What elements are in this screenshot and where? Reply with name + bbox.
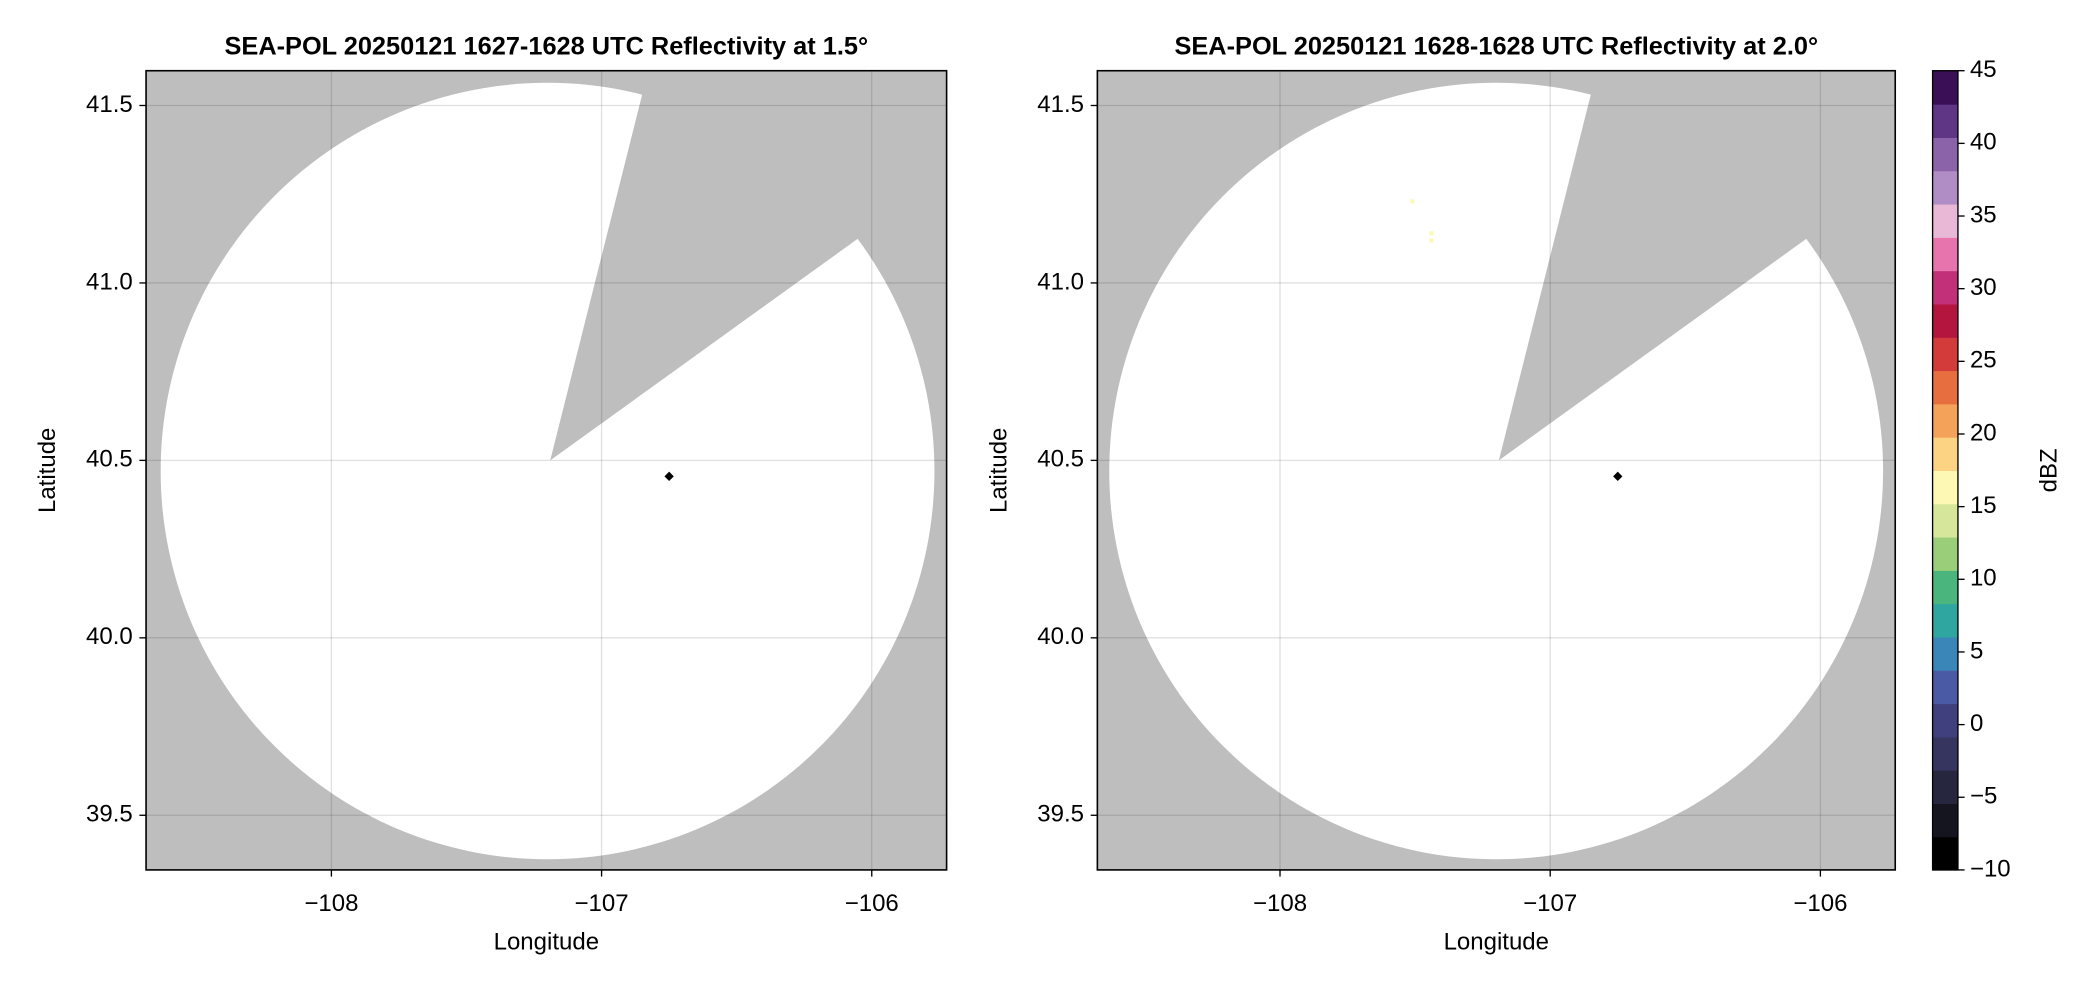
colorbar-tick-label: 35	[1970, 201, 1997, 228]
x-tick-label: −106	[845, 890, 899, 917]
axes-frame	[1096, 69, 1897, 871]
blank-sector	[1498, 70, 1896, 461]
x-axis-label: Longitude	[494, 929, 599, 956]
y-tick-label: 41.5	[1037, 91, 1084, 118]
colorbar-label: dBZ	[2035, 448, 2062, 492]
y-tick-label: 41.0	[86, 268, 133, 295]
colorbar-segment	[1932, 670, 1958, 705]
colorbar-segment	[1932, 370, 1958, 405]
colorbar-segment	[1932, 403, 1958, 438]
x-axis-label: Longitude	[1444, 929, 1549, 956]
colorbar-segment	[1932, 703, 1958, 738]
colorbar-segment	[1932, 570, 1958, 605]
colorbar-segment	[1932, 603, 1958, 638]
colorbar-tick-label: 30	[1970, 274, 1997, 301]
colorbar-segment	[1932, 170, 1958, 205]
echo	[1429, 238, 1434, 243]
y-tick-label: 39.5	[1037, 801, 1084, 828]
colorbar-segment	[1932, 770, 1958, 804]
echo	[1429, 231, 1434, 236]
colorbar-tick-label: −10	[1970, 855, 2011, 882]
colorbar-segment	[1932, 137, 1958, 172]
y-axis-label: Latitude	[985, 428, 1012, 513]
colorbar-segment	[1932, 636, 1958, 671]
plot-area	[146, 70, 947, 870]
colorbar-tick-label: 40	[1970, 129, 1997, 156]
colorbar-segment	[1932, 104, 1958, 138]
y-tick-label: 39.5	[86, 801, 133, 828]
y-tick-label: 40.0	[1037, 623, 1084, 650]
y-tick-label: 41.0	[1037, 268, 1084, 295]
chart-title: SEA-POL 20250121 1627-1628 UTC Reflectiv…	[225, 33, 869, 61]
blank-sector	[550, 70, 947, 461]
colorbar-tick-label: 20	[1970, 419, 1997, 446]
colorbar-segment	[1932, 337, 1958, 372]
colorbar-tick-label: 25	[1970, 347, 1997, 374]
colorbar-tick-label: 45	[1970, 56, 1997, 83]
colorbar-tick-label: 15	[1970, 492, 1997, 519]
x-tick-label: −108	[304, 890, 358, 917]
x-tick-label: −108	[1253, 890, 1307, 917]
colorbar-segment	[1932, 237, 1958, 272]
colorbar-segment	[1932, 70, 1958, 105]
y-tick-label: 40.5	[86, 446, 133, 473]
colorbar-segment	[1932, 203, 1958, 238]
y-tick-label: 40.0	[86, 623, 133, 650]
colorbar-tick-label: −5	[1970, 783, 1997, 810]
colorbar-segment	[1932, 303, 1958, 338]
colorbar-tick-label: 5	[1970, 637, 1983, 664]
colorbar-segment	[1932, 536, 1958, 571]
radar-site	[664, 471, 674, 482]
x-tick-label: −107	[575, 890, 629, 917]
colorbar-segment	[1932, 736, 1958, 771]
x-tick-label: −107	[1523, 890, 1577, 917]
colorbar-tick-label: 10	[1970, 565, 1997, 592]
colorbar-segment	[1932, 270, 1958, 305]
axes-frame	[145, 69, 948, 871]
plot-area	[1097, 70, 1896, 870]
colorbar-segment	[1932, 503, 1958, 538]
echo	[1410, 199, 1415, 204]
colorbar-segment	[1932, 470, 1958, 505]
y-axis-label: Latitude	[34, 428, 61, 513]
colorbar-segment	[1932, 437, 1958, 471]
colorbar-tick-label: 0	[1970, 710, 1983, 737]
y-tick-label: 40.5	[1037, 446, 1084, 473]
colorbar-segment	[1932, 836, 1958, 871]
colorbar-segment	[1932, 803, 1958, 838]
y-tick-label: 41.5	[86, 91, 133, 118]
chart-title: SEA-POL 20250121 1628-1628 UTC Reflectiv…	[1174, 33, 1818, 61]
colorbar-frame	[1931, 70, 1959, 871]
x-tick-label: −106	[1793, 890, 1847, 917]
